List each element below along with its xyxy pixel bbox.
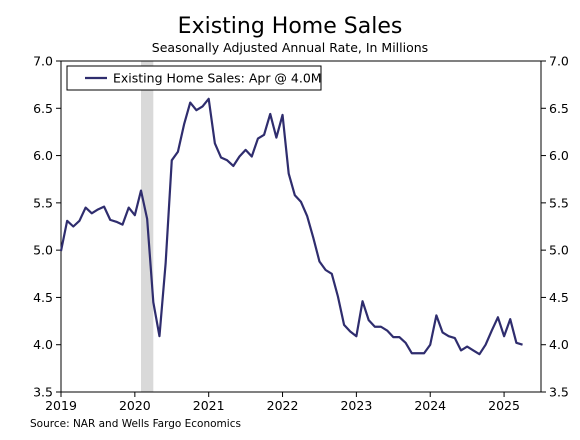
chart-title: Existing Home Sales [177,14,403,39]
y-tick-label: 3.5 [33,385,53,400]
y-tick-label-right: 4.5 [549,290,569,305]
source-note: Source: NAR and Wells Fargo Economics [30,418,241,430]
y-tick-label-right: 6.5 [549,101,569,116]
legend-box [66,65,322,91]
y-tick-label-right: 5.5 [549,195,569,210]
y-tick-label-right: 5.0 [549,243,569,258]
y-tick-label: 6.0 [33,148,53,163]
x-tick-label: 2022 [267,398,299,413]
series-line [59,97,523,356]
y-tick-label-right: 6.0 [549,148,569,163]
x-tick-label: 2021 [193,398,225,413]
y-tick-label: 4.0 [33,337,53,352]
y-axis-left: 3.5 4.0 4.5 5.0 5.5 6.0 6.5 7.0 [33,54,61,400]
y-tick-label-right: 3.5 [549,385,569,400]
y-tick-label-right: 7.0 [549,54,569,69]
y-tick-label: 5.5 [33,195,53,210]
x-tick-label: 2019 [45,398,77,413]
y-tick-label: 4.5 [33,290,53,305]
axes-frame [60,60,542,393]
y-tick-label: 5.0 [33,243,53,258]
x-tick-label: 2025 [488,398,520,413]
plot-frame [60,60,542,393]
y-axis-right: 3.5 4.0 4.5 5.0 5.5 6.0 6.5 7.0 [541,54,569,400]
y-tick-label-right: 4.0 [549,337,569,352]
x-tick-label: 2020 [119,398,151,413]
x-tick-label: 2023 [340,398,372,413]
series-layer [59,97,523,356]
x-axis: 2019 2020 2021 2022 2023 2024 2025 [45,392,520,413]
legend: Existing Home Sales: Apr @ 4.0M [66,65,322,91]
y-tick-label: 7.0 [33,54,53,69]
legend-label: Existing Home Sales: Apr @ 4.0M [113,71,322,86]
chart-subtitle: Seasonally Adjusted Annual Rate, In Mill… [151,40,429,55]
y-tick-label: 6.5 [33,101,53,116]
x-tick-label: 2024 [414,398,446,413]
